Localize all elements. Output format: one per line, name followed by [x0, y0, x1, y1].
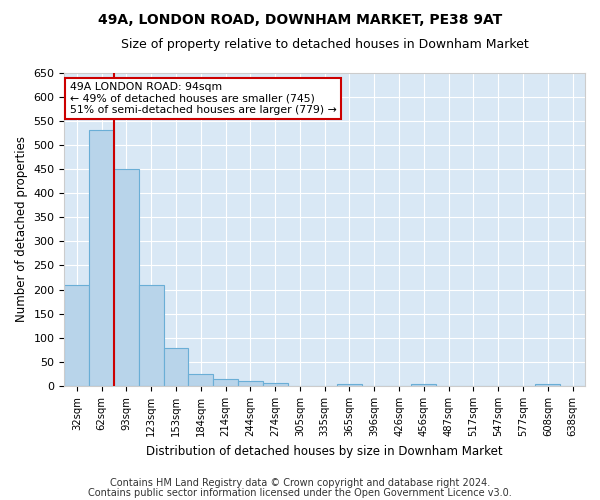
Bar — [114, 169, 139, 386]
Title: Size of property relative to detached houses in Downham Market: Size of property relative to detached ho… — [121, 38, 529, 51]
Bar — [412, 384, 436, 386]
Text: Contains public sector information licensed under the Open Government Licence v3: Contains public sector information licen… — [88, 488, 512, 498]
Y-axis label: Number of detached properties: Number of detached properties — [15, 136, 28, 322]
Bar — [188, 374, 213, 386]
Bar — [64, 285, 89, 386]
Bar — [213, 379, 238, 386]
X-axis label: Distribution of detached houses by size in Downham Market: Distribution of detached houses by size … — [146, 444, 503, 458]
Bar — [139, 285, 164, 386]
Bar — [89, 130, 114, 386]
Bar — [238, 381, 263, 386]
Text: Contains HM Land Registry data © Crown copyright and database right 2024.: Contains HM Land Registry data © Crown c… — [110, 478, 490, 488]
Bar — [337, 384, 362, 386]
Bar — [263, 382, 287, 386]
Text: 49A LONDON ROAD: 94sqm
← 49% of detached houses are smaller (745)
51% of semi-de: 49A LONDON ROAD: 94sqm ← 49% of detached… — [70, 82, 337, 115]
Bar — [164, 348, 188, 386]
Text: 49A, LONDON ROAD, DOWNHAM MARKET, PE38 9AT: 49A, LONDON ROAD, DOWNHAM MARKET, PE38 9… — [98, 12, 502, 26]
Bar — [535, 384, 560, 386]
